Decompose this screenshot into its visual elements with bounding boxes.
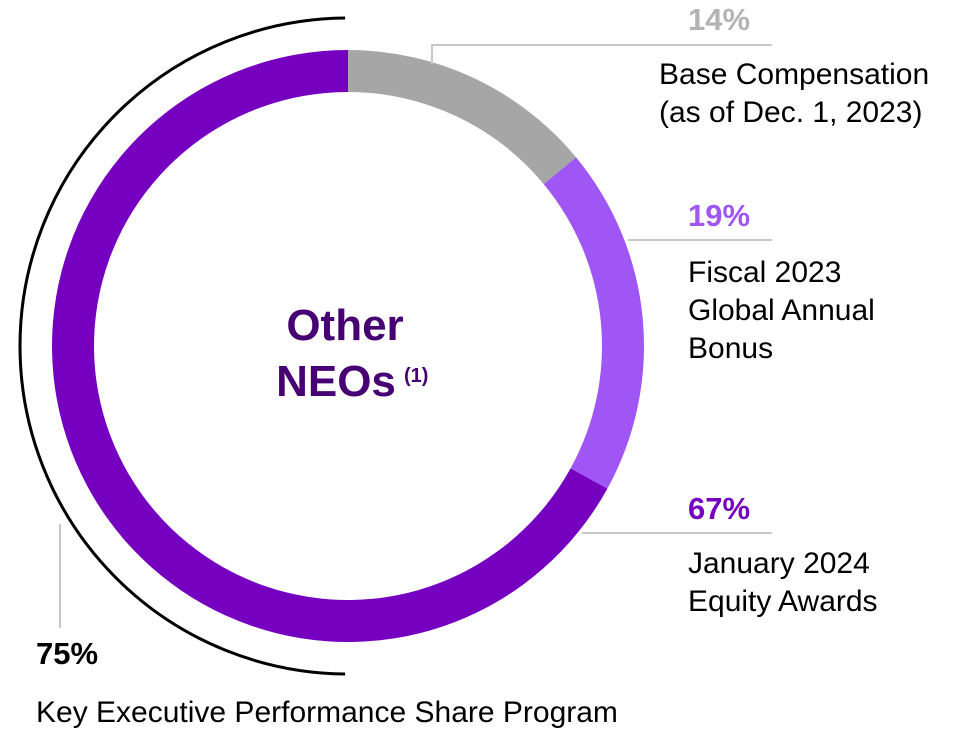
- slice-label-bonus: Global Annual: [688, 294, 875, 327]
- bracket-label: Key Executive Performance Share Program: [36, 696, 618, 729]
- slice-label-base: Base Compensation: [659, 58, 929, 91]
- slice-label-bonus: Bonus: [688, 332, 773, 365]
- center-title-footnote: (1): [404, 365, 428, 387]
- slice-label-equity: Equity Awards: [688, 585, 878, 618]
- center-title-line1: Other: [286, 301, 403, 350]
- slice-base: [348, 50, 577, 185]
- leader-line-base: [431, 44, 772, 64]
- percent-label-base: 14%: [688, 2, 750, 37]
- slice-bonus: [543, 157, 645, 489]
- bracket-arc: [18, 16, 346, 676]
- percent-label-bonus: 19%: [688, 198, 750, 233]
- bracket-percent-label: 75%: [36, 636, 98, 671]
- center-title-line2: NEOs: [276, 357, 396, 406]
- slice-label-base: (as of Dec. 1, 2023): [659, 96, 922, 129]
- slice-label-bonus: Fiscal 2023: [688, 256, 841, 289]
- percent-label-equity: 67%: [688, 491, 750, 526]
- slice-label-equity: January 2024: [688, 547, 870, 580]
